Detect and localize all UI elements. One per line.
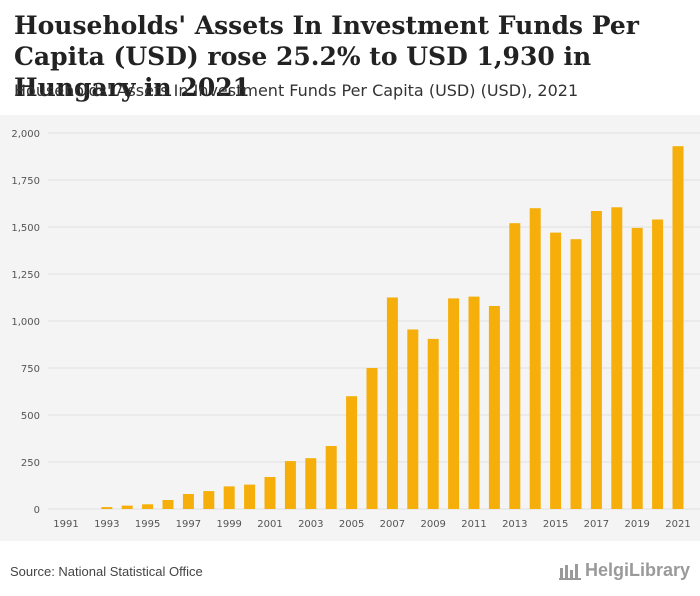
x-tick-label: 2013 — [502, 519, 527, 530]
source-note: Source: National Statistical Office — [10, 564, 203, 579]
bar-2013[interactable] — [509, 223, 521, 509]
y-tick-label: 1,000 — [11, 317, 40, 328]
y-tick-label: 1,250 — [11, 270, 40, 281]
bar-2014[interactable] — [529, 208, 541, 509]
bar-2012[interactable] — [488, 306, 500, 509]
x-tick-label: 2001 — [257, 519, 282, 530]
bar-2001[interactable] — [264, 477, 276, 509]
bar-1997[interactable] — [182, 494, 194, 509]
bar-2017[interactable] — [590, 211, 602, 509]
bar-1994[interactable] — [121, 505, 133, 509]
x-tick-label: 1991 — [53, 519, 78, 530]
x-tick-label: 1999 — [216, 519, 241, 530]
y-tick-label: 500 — [21, 411, 40, 422]
bar-2004[interactable] — [325, 446, 337, 509]
bar-2011[interactable] — [468, 296, 480, 509]
y-tick-label: 250 — [21, 458, 40, 469]
bar-1995[interactable] — [142, 504, 154, 509]
bar-2008[interactable] — [407, 329, 419, 510]
x-tick-label: 2011 — [461, 519, 486, 530]
bar-2005[interactable] — [346, 396, 358, 509]
bar-2000[interactable] — [244, 484, 256, 509]
bar-2021[interactable] — [672, 146, 684, 509]
y-tick-label: 0 — [34, 505, 40, 516]
y-tick-label: 1,500 — [11, 223, 40, 234]
bar-2002[interactable] — [284, 461, 296, 509]
chart-title: Households' Assets In Investment Funds P… — [14, 11, 639, 102]
bar-1996[interactable] — [162, 500, 174, 509]
x-tick-label: 2005 — [339, 519, 364, 530]
x-tick-label: 2015 — [543, 519, 568, 530]
x-tick-label: 2019 — [624, 519, 649, 530]
chart-subtitle: Households' Assets In Investment Funds P… — [14, 81, 579, 100]
bar-2015[interactable] — [550, 232, 562, 509]
bars — [101, 146, 684, 510]
x-axis-ticks: 1991 1993 1995 1997 1999 2001 2003 2005 2007 2009… — [53, 519, 690, 530]
bar-2007[interactable] — [386, 297, 398, 510]
y-tick-label: 2,000 — [11, 129, 40, 140]
brand-name: HelgiLibrary — [584, 560, 690, 580]
x-tick-label: 2009 — [420, 519, 445, 530]
library-icon — [558, 563, 581, 580]
y-axis-ticks: 0 250 500 750 1,000 1,250 1,500 1,750 2,000 — [11, 129, 40, 516]
bar-2019[interactable] — [631, 227, 643, 509]
x-tick-label: 1997 — [176, 519, 201, 530]
bar-2010[interactable] — [448, 298, 460, 509]
x-tick-label: 1995 — [135, 519, 160, 530]
x-tick-label: 2003 — [298, 519, 323, 530]
y-tick-label: 750 — [21, 364, 40, 375]
bar-2020[interactable] — [652, 219, 664, 510]
x-tick-label: 2021 — [665, 519, 690, 530]
bar-1999[interactable] — [223, 486, 235, 509]
bar-2018[interactable] — [611, 207, 623, 510]
bar-2009[interactable] — [427, 338, 439, 509]
bar-1998[interactable] — [203, 491, 215, 509]
bar-2003[interactable] — [305, 458, 317, 509]
x-tick-label: 1993 — [94, 519, 119, 530]
bar-2006[interactable] — [366, 368, 378, 509]
x-tick-label: 2017 — [584, 519, 609, 530]
brand-logo[interactable]: HelgiLibrary — [558, 560, 690, 581]
y-tick-label: 1,750 — [11, 176, 40, 187]
x-tick-label: 2007 — [380, 519, 405, 530]
bar-1993[interactable] — [101, 507, 113, 509]
bar-2016[interactable] — [570, 239, 582, 509]
